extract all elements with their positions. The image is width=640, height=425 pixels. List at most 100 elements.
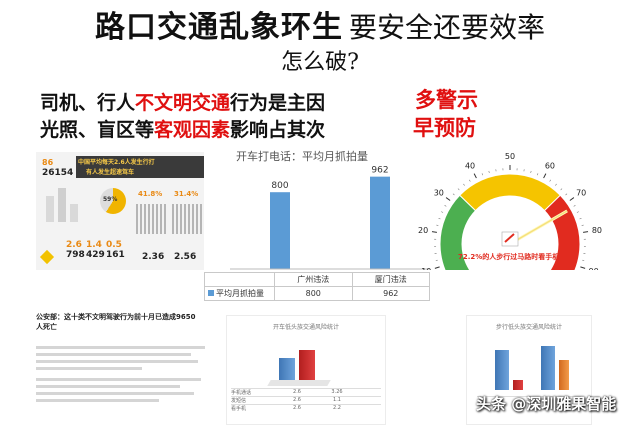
info-num-1: 2.6 bbox=[66, 240, 82, 250]
gauge-caption-pct: 72.2% bbox=[458, 253, 482, 261]
gauge-caption: 72.2%的人步行过马路时看手机 bbox=[458, 252, 559, 261]
gauge-minor-tick bbox=[463, 183, 465, 186]
gauge-tick-10 bbox=[434, 266, 440, 269]
gauge-minor-tick bbox=[536, 173, 539, 176]
gauge-tick-label-90: 90 bbox=[589, 267, 599, 270]
info-num-2: 1.4 bbox=[86, 240, 102, 250]
table-val-1: 800 bbox=[274, 286, 353, 301]
info-people-icons-2 bbox=[172, 204, 202, 234]
info-num-4: 798 bbox=[66, 250, 85, 260]
gauge-minor-tick bbox=[481, 173, 484, 176]
gauge-svg: 010203040506070809010072.2%的人步行过马路时看手机 bbox=[418, 152, 602, 311]
mini-right-bar-2 bbox=[513, 380, 523, 390]
info-num-6: 161 bbox=[106, 250, 125, 260]
warning-sign-icon bbox=[39, 249, 55, 265]
article-body-lines bbox=[36, 346, 212, 402]
gauge-tick-label-50: 50 bbox=[505, 152, 515, 161]
gauge-minor-tick bbox=[565, 193, 568, 196]
phone-capture-chart: 800 962 开车打电话：平均月抓拍量 bbox=[204, 145, 430, 291]
bar-2 bbox=[370, 176, 390, 269]
mini-left-title: 开车低头族交通风险统计 bbox=[272, 324, 339, 331]
article-title-2: 人死亡 bbox=[36, 323, 57, 331]
info-bar-icons bbox=[42, 182, 82, 226]
mini-left-bar-2 bbox=[299, 350, 315, 384]
gauge-tick-label-20: 20 bbox=[418, 226, 428, 235]
gauge-tick-label-60: 60 bbox=[545, 162, 555, 171]
gauge-tick-20 bbox=[431, 231, 437, 233]
gauge-minor-tick bbox=[457, 188, 460, 191]
gauge-minor-tick bbox=[441, 211, 444, 213]
gauge-minor-tick bbox=[555, 183, 557, 186]
gauge-tick-80 bbox=[583, 231, 589, 233]
gauge-tick-label-40: 40 bbox=[465, 162, 475, 171]
article-thumbnail: 公安部：这十类不文明驾驶行为前十月已造成9650 人死亡 bbox=[36, 312, 212, 425]
phone-icon bbox=[501, 231, 519, 247]
table-cat-1: 广州违法 bbox=[274, 272, 353, 287]
info-stat-main: 26154 bbox=[42, 168, 74, 178]
gauge-minor-tick bbox=[549, 179, 551, 182]
gauge-caption-text: 的人步行过马路时看手机 bbox=[482, 252, 559, 261]
gauge-minor-tick bbox=[444, 205, 447, 207]
info-donut-1 bbox=[100, 188, 126, 214]
driving-risk-mini-chart: 开车低头族交通风险统计 手机通话 2.6 3.26 发短信 2.6 1.1 看手机 2.6… bbox=[226, 315, 386, 425]
chart-title: 开车打电话：平均月抓拍量 bbox=[236, 150, 368, 163]
legend-series-name: 平均月抓拍量 bbox=[216, 289, 264, 298]
gauge-tick-label-10: 10 bbox=[421, 267, 431, 270]
mini-left-table: 手机通话 2.6 3.26 发短信 2.6 1.1 看手机 2.6 2.2 bbox=[231, 388, 381, 412]
point-line-2: 光照、盲区等客观因素影响占其次 bbox=[40, 115, 325, 142]
info-stat-small: 86 bbox=[42, 158, 54, 167]
title-main: 路口交通乱象环生 bbox=[94, 10, 343, 45]
title-rest: 要安全还要效率 bbox=[348, 11, 545, 44]
point-line-1: 司机、行人不文明交通行为是主因 bbox=[40, 88, 325, 115]
gauge-band-yellow bbox=[459, 173, 561, 212]
gauge-minor-tick bbox=[573, 205, 576, 207]
gauge-minor-tick bbox=[576, 211, 579, 213]
info-num-3: 0.5 bbox=[106, 240, 122, 250]
bar-value-label-1: 800 bbox=[271, 181, 288, 191]
page-subtitle: 怎么破? bbox=[281, 50, 359, 75]
gauge-tick-30 bbox=[445, 197, 451, 201]
mini-right-bar-3 bbox=[541, 346, 555, 390]
table-val-2: 962 bbox=[351, 286, 430, 301]
gauge-tick-label-70: 70 bbox=[576, 188, 586, 197]
walking-risk-mini-chart: 步行低头族交通风险统计 bbox=[466, 315, 592, 425]
point-2-pre: 光照、盲区等 bbox=[40, 119, 155, 141]
point-2-highlight: 客观因素 bbox=[154, 119, 231, 141]
mini-left-bar-1 bbox=[279, 358, 295, 384]
bar-1 bbox=[270, 192, 290, 269]
gauge-minor-tick bbox=[560, 188, 563, 191]
gauge-minor-tick bbox=[579, 217, 582, 220]
table-cat-2: 厦门违法 bbox=[351, 272, 430, 287]
point-1-pre: 司机、行人 bbox=[40, 92, 136, 114]
point-1-highlight: 不文明交通 bbox=[135, 92, 231, 114]
gauge-tick-label-30: 30 bbox=[434, 188, 444, 197]
chart-data-table: 广州违法 厦门违法 平均月抓拍量 800 962 bbox=[204, 272, 430, 301]
point-1-post: 行为是主因 bbox=[230, 92, 326, 114]
point-2-post: 影响占其次 bbox=[230, 119, 326, 141]
warning-line-2: 早预防 bbox=[413, 116, 476, 140]
infographic-thumbnail: 中国平均每天2.6人发生行打 有人发生超速驾车 86 26154 59% 41.… bbox=[36, 152, 212, 270]
info-headline-1: 中国平均每天2.6人发生行打 bbox=[78, 159, 155, 166]
info-pct-3: 31.4% bbox=[174, 190, 199, 198]
info-num-7: 2.36 bbox=[142, 252, 165, 262]
gauge-tick-60 bbox=[543, 173, 547, 179]
mini-right-bar-4 bbox=[559, 360, 569, 390]
gauge-needle-core bbox=[509, 210, 568, 245]
gauge-tick-40 bbox=[473, 173, 477, 179]
gauge-tick-70 bbox=[569, 197, 575, 201]
info-pct-2: 41.8% bbox=[138, 190, 163, 198]
warning-line-1: 多警示 bbox=[415, 88, 478, 112]
mini-right-bar-1 bbox=[495, 350, 509, 390]
gauge-minor-tick bbox=[469, 179, 471, 182]
info-people-icons-1 bbox=[136, 204, 166, 234]
gauge-minor-tick bbox=[452, 193, 455, 196]
page-title: 路口交通乱象环生 要安全还要效率 bbox=[0, 2, 640, 46]
bar-value-label-2: 962 bbox=[371, 166, 388, 176]
watermark: 头条 @深圳雅果智能 bbox=[476, 395, 617, 413]
bar-chart-svg: 800 962 bbox=[230, 166, 430, 270]
info-pct-1: 59% bbox=[103, 196, 118, 203]
gauge-minor-tick bbox=[488, 170, 490, 174]
legend-swatch bbox=[208, 290, 214, 296]
gauge-tick-90 bbox=[580, 266, 586, 269]
article-title-1: 公安部：这十类不文明驾驶行为前十月已造成9650 bbox=[36, 313, 196, 321]
